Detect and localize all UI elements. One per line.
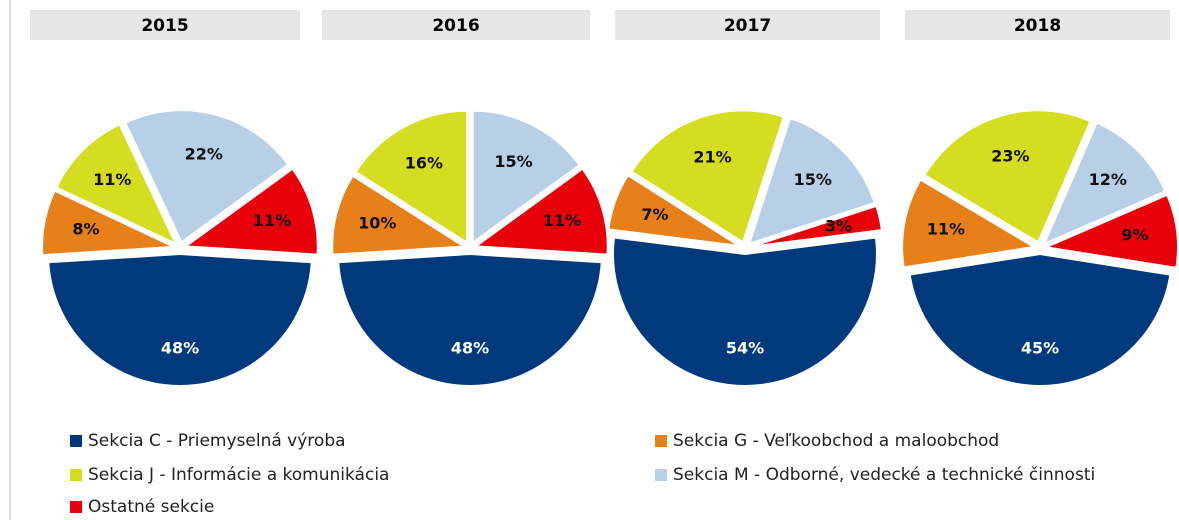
pie-slice: [47, 252, 313, 388]
pie-title: 2015: [141, 16, 188, 36]
pie-title: 2016: [432, 16, 479, 36]
legend-label: Sekcia M - Odborné, vedecké a technické …: [673, 465, 1095, 485]
pie-title: 2017: [724, 16, 771, 36]
data-label: 9%: [1121, 225, 1148, 244]
pie-slice: [331, 174, 468, 256]
pie-slice: [607, 173, 740, 247]
data-label: 54%: [726, 339, 764, 358]
data-label: 21%: [693, 147, 731, 166]
pie-slice: [337, 252, 603, 388]
legend-swatch: [70, 501, 82, 513]
data-label: 7%: [641, 205, 668, 224]
title-box: [615, 10, 880, 40]
legend-label: Ostatné sekcie: [88, 497, 214, 517]
pie-slice: [354, 109, 469, 245]
legend-label: Sekcia C - Priemyselná výroba: [88, 431, 346, 451]
pie-slice: [750, 204, 883, 248]
data-label: 11%: [253, 211, 291, 230]
pie-slice: [1042, 193, 1179, 270]
data-label: 3%: [825, 217, 852, 236]
pie-slice: [908, 252, 1172, 387]
data-label: 48%: [451, 339, 489, 358]
pie-slice: [182, 167, 319, 256]
pie-slice: [901, 178, 1038, 269]
legend-label: Sekcia G - Veľkoobchod a maloobchod: [673, 431, 999, 451]
pie-slice: [747, 116, 877, 246]
legend-swatch: [655, 435, 667, 447]
data-label: 48%: [161, 339, 199, 358]
pie-slice: [41, 189, 175, 257]
pie-title: 2018: [1014, 16, 1061, 36]
pie-slice: [471, 109, 581, 245]
legend-swatch: [70, 435, 82, 447]
pie-slice: [923, 109, 1092, 244]
data-label: 23%: [991, 146, 1029, 165]
data-label: 10%: [358, 214, 396, 233]
pie-slice: [472, 167, 609, 256]
title-box: [322, 10, 590, 40]
data-label: 11%: [543, 211, 581, 230]
pie-slice: [612, 236, 878, 387]
legend-swatch: [655, 469, 667, 481]
pie-slice: [630, 109, 786, 244]
legend-swatch: [70, 469, 82, 481]
pie-slice: [123, 109, 290, 244]
data-label: 22%: [185, 145, 223, 164]
title-box: [905, 10, 1170, 40]
data-label: 45%: [1021, 339, 1059, 358]
title-box: [30, 10, 300, 40]
data-label: 11%: [93, 170, 131, 189]
data-label: 11%: [927, 220, 965, 239]
pie-slice: [1042, 121, 1167, 246]
data-label: 8%: [72, 220, 99, 239]
data-label: 16%: [405, 154, 443, 173]
data-label: 15%: [494, 152, 532, 171]
legend-label: Sekcia J - Informácie a komunikácia: [88, 465, 389, 485]
data-label: 12%: [1089, 170, 1127, 189]
data-label: 15%: [794, 170, 832, 189]
pie-slice: [54, 122, 178, 246]
